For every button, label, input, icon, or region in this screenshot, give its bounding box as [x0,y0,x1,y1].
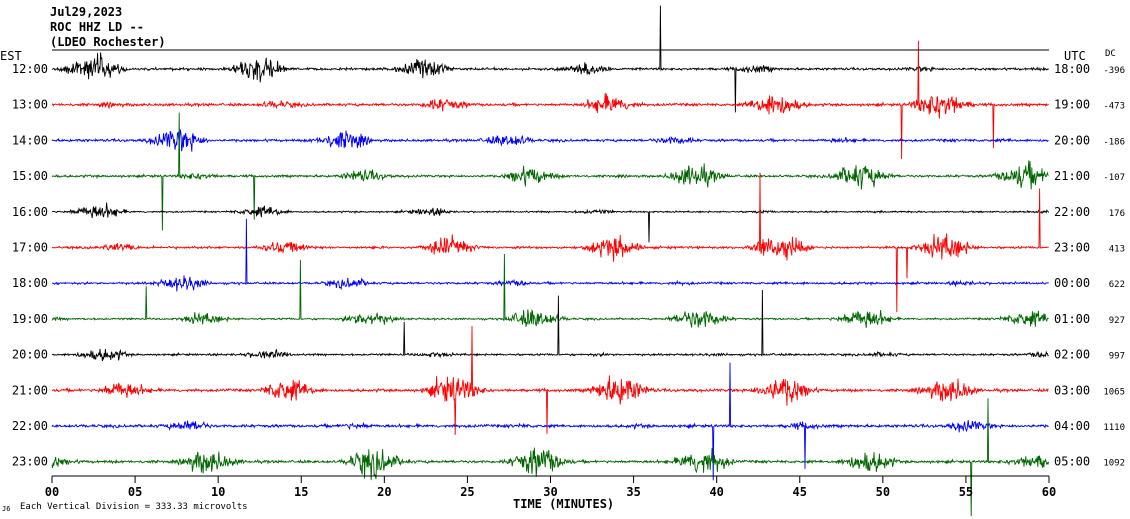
row-dc-offset: 622 [1109,280,1125,290]
row-dc-offset: -107 [1103,173,1125,183]
row-label-est: 15:00 [12,169,48,183]
x-axis-label: TIME (MINUTES) [513,497,614,511]
x-tick-label: 30 [543,485,557,499]
row-dc-offset: 1092 [1103,459,1125,469]
x-tick-label: 05 [128,485,142,499]
row-label-utc: 03:00 [1054,383,1090,397]
x-tick-label: 00 [45,485,59,499]
chart-station: ROC HHZ LD -- [50,20,144,34]
row-label-utc: 04:00 [1054,419,1090,433]
row-label-est: 20:00 [12,348,48,362]
row-label-utc: 19:00 [1054,98,1090,112]
row-dc-offset: 927 [1109,316,1125,326]
x-tick-label: 55 [959,485,973,499]
trace-row-1400 [51,129,1049,152]
row-label-utc: 21:00 [1054,169,1090,183]
row-label-utc: 01:00 [1054,312,1090,326]
row-label-est: 13:00 [12,98,48,112]
row-label-utc: 02:00 [1054,348,1090,362]
row-label-est: 19:00 [12,312,48,326]
row-dc-offset: 176 [1109,209,1125,219]
row-label-utc: 05:00 [1054,455,1090,469]
trace-row-1900 [51,253,1049,328]
trace-row-1800 [52,218,1049,292]
row-label-utc: 22:00 [1054,205,1090,219]
x-tick-label: 10 [211,485,225,499]
x-tick-label: 45 [793,485,807,499]
row-dc-offset: -186 [1103,137,1125,147]
row-label-est: 21:00 [12,383,48,397]
row-label-utc: 00:00 [1054,276,1090,290]
row-label-est: 23:00 [12,455,48,469]
row-label-est: 16:00 [12,205,48,219]
row-dc-offset: 997 [1109,352,1125,362]
row-label-utc: 18:00 [1054,62,1090,76]
dc-header: DC [1105,49,1116,59]
x-tick-label: 15 [294,485,308,499]
trace-row-1200 [51,5,1049,113]
trace-row-1300 [51,40,1049,160]
row-label-utc: 23:00 [1054,241,1090,255]
x-tick-label: 35 [626,485,640,499]
row-label-est: 17:00 [12,241,48,255]
corner-mark: J6 [2,505,10,513]
seismic-traces [51,5,1050,517]
trace-row-1600 [51,202,1049,243]
trace-row-2300 [51,398,1050,517]
chart-network: (LDEO Rochester) [50,35,166,49]
trace-row-1700 [51,172,1049,313]
left-timezone-label: EST [0,49,22,63]
trace-row-2000 [51,289,1049,362]
row-dc-offset: 1110 [1103,423,1125,433]
trace-row-2100 [51,326,1049,435]
trace-row-1500 [51,112,1049,231]
row-label-est: 22:00 [12,419,48,433]
x-tick-label: 40 [709,485,723,499]
row-label-est: 14:00 [12,133,48,147]
row-dc-offset: 413 [1109,245,1125,255]
x-tick-label: 20 [377,485,391,499]
row-dc-offset: 1065 [1103,387,1125,397]
x-tick-label: 60 [1042,485,1056,499]
row-label-est: 12:00 [12,62,48,76]
x-axis-ticks: 00 05 10 15 20 25 30 35 40 45 50 55 60 [45,476,1056,499]
right-timezone-label: UTC [1064,49,1086,63]
row-dc-offset: -473 [1103,102,1125,112]
chart-date: Jul29,2023 [50,5,122,19]
x-tick-label: 50 [876,485,890,499]
footer-scale-note: Each Vertical Division = 333.33 microvol… [20,502,248,512]
x-tick-label: 25 [460,485,474,499]
row-label-est: 18:00 [12,276,48,290]
row-dc-offset: -396 [1103,66,1125,76]
trace-row-2200 [51,362,1049,481]
row-label-utc: 20:00 [1054,133,1090,147]
row-labels: 12:00 18:00 -396 13:00 19:00 -473 14:00 20:00 -1… [12,62,1125,469]
